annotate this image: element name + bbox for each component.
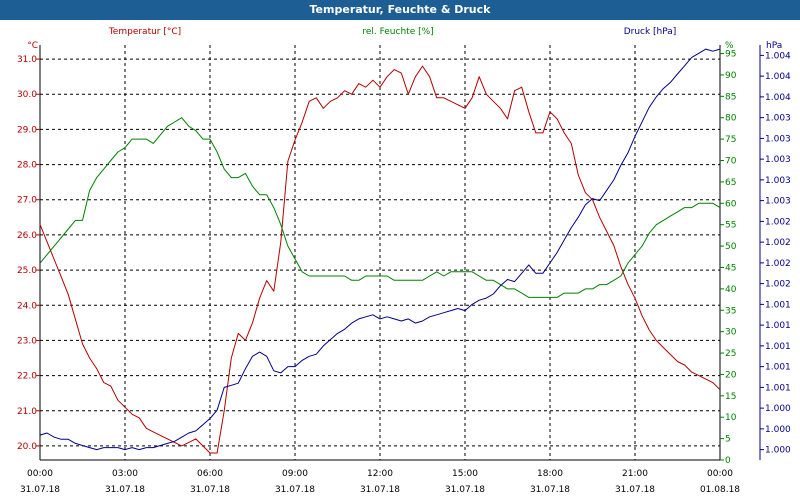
pressure-tick-label: 1.004 [765, 72, 791, 82]
pressure-tick-label: 1.001 [765, 363, 791, 373]
humidity-tick-label: 30 [725, 328, 737, 338]
x-tick-time: 21:00 [622, 469, 648, 479]
temperature-tick-label: 23.0 [17, 336, 37, 346]
x-tick-time: 09:00 [282, 469, 308, 479]
pressure-tick-label: 1.002 [765, 280, 791, 290]
humidity-tick-label: 60 [725, 199, 737, 209]
series-line-humidity [39, 117, 721, 298]
x-tick-date: 01.08.18 [700, 485, 740, 495]
temperature-tick-label: 31.0 [17, 55, 37, 65]
pressure-tick-label: 1.003 [765, 134, 791, 144]
x-tick-date: 31.07.18 [275, 485, 315, 495]
grid-lines [39, 45, 721, 460]
x-tick-date: 31.07.18 [445, 485, 485, 495]
temperature-axis: 20.0 21.0 22.0 23.0 24.0 25.0 26.0 27.0 28.0 29.0… [17, 55, 40, 452]
pressure-tick-label: 1.004 [765, 51, 791, 61]
x-tick-time: 03:00 [112, 469, 138, 479]
plot-frame [39, 45, 721, 461]
pressure-tick-label: 1.001 [765, 383, 791, 393]
pressure-tick-label: 1.003 [765, 114, 791, 124]
chart-title-bar: Temperatur, Feuchte & Druck [0, 0, 800, 20]
pressure-tick-label: 1.001 [765, 300, 791, 310]
pressure-unit: hPa [766, 41, 782, 51]
temperature-tick-label: 29.0 [17, 125, 37, 135]
humidity-tick-label: 5 [725, 435, 731, 445]
humidity-tick-label: 75 [725, 135, 736, 145]
x-tick-date: 31.07.18 [20, 485, 60, 495]
series-lines [39, 48, 721, 454]
humidity-tick-label: 10 [725, 413, 737, 423]
x-tick-time: 12:00 [367, 469, 393, 479]
humidity-tick-label: 90 [725, 71, 737, 81]
temperature-tick-label: 20.0 [17, 442, 37, 452]
humidity-tick-label: 40 [725, 285, 737, 295]
humidity-tick-label: 45 [725, 263, 736, 273]
humidity-axis-label: rel. Feuchte [%] [362, 27, 433, 37]
pressure-tick-label: 1.003 [765, 176, 791, 186]
time-axis: 00:00 31.07.18 03:00 31.07.18 06:00 31.07.18 0… [20, 469, 740, 495]
humidity-axis: 0 5 10 15 20 25 30 35 40 45 50 55 60 65 70 75 80 85 90 95 [720, 50, 737, 466]
humidity-unit: % [725, 41, 734, 51]
pressure-tick-label: 1.002 [765, 238, 791, 248]
temperature-tick-label: 27.0 [17, 196, 37, 206]
temperature-tick-label: 26.0 [17, 231, 37, 241]
humidity-tick-label: 55 [725, 221, 736, 231]
pressure-tick-label: 1.000 [765, 404, 791, 414]
pressure-tick-label: 1.000 [765, 425, 791, 435]
humidity-tick-label: 35 [725, 306, 736, 316]
temperature-tick-label: 21.0 [17, 407, 37, 417]
temperature-axis-label: Temperatur [°C] [108, 27, 181, 37]
pressure-tick-label: 1.002 [765, 217, 791, 227]
temperature-tick-label: 25.0 [17, 266, 37, 276]
temperature-tick-label: 28.0 [17, 161, 37, 171]
humidity-tick-label: 85 [725, 92, 736, 102]
series-line-pressure [39, 48, 721, 451]
pressure-axis-label: Druck [hPa] [624, 27, 677, 37]
axis-headers: Temperatur [°C] rel. Feuchte [%] Druck [… [27, 27, 782, 51]
x-tick-time: 00:00 [27, 469, 53, 479]
temperature-tick-label: 30.0 [17, 90, 37, 100]
temperature-tick-label: 24.0 [17, 301, 37, 311]
chart-area: 20.0 21.0 22.0 23.0 24.0 25.0 26.0 27.0 28.0 29.0… [17, 27, 791, 495]
x-tick-time: 00:00 [707, 469, 733, 479]
pressure-tick-label: 1.001 [765, 321, 791, 331]
pressure-tick-label: 1.004 [765, 93, 791, 103]
x-tick-time: 18:00 [537, 469, 563, 479]
humidity-tick-label: 95 [725, 50, 736, 60]
x-tick-date: 31.07.18 [615, 485, 655, 495]
humidity-tick-label: 0 [725, 456, 731, 466]
pressure-tick-label: 1.003 [765, 155, 791, 165]
x-tick-time: 15:00 [452, 469, 478, 479]
humidity-tick-label: 15 [725, 392, 736, 402]
x-tick-time: 06:00 [197, 469, 223, 479]
series-line-temperature [39, 65, 721, 454]
x-tick-date: 31.07.18 [530, 485, 570, 495]
humidity-tick-label: 50 [725, 242, 737, 252]
temperature-unit: °C [27, 41, 38, 51]
pressure-tick-label: 1.002 [765, 259, 791, 269]
temperature-tick-label: 22.0 [17, 372, 37, 382]
humidity-tick-label: 70 [725, 157, 737, 167]
humidity-tick-label: 65 [725, 178, 736, 188]
pressure-tick-label: 1.001 [765, 342, 791, 352]
humidity-tick-label: 80 [725, 114, 737, 124]
x-tick-date: 31.07.18 [360, 485, 400, 495]
humidity-tick-label: 25 [725, 349, 736, 359]
humidity-tick-label: 20 [725, 370, 737, 380]
pressure-tick-label: 1.000 [765, 446, 791, 456]
pressure-axis: 1.000 1.000 1.000 1.001 1.001 1.001 1.001 1.001… [759, 45, 791, 460]
x-tick-date: 31.07.18 [190, 485, 230, 495]
x-tick-date: 31.07.18 [105, 485, 145, 495]
pressure-tick-label: 1.003 [765, 197, 791, 207]
